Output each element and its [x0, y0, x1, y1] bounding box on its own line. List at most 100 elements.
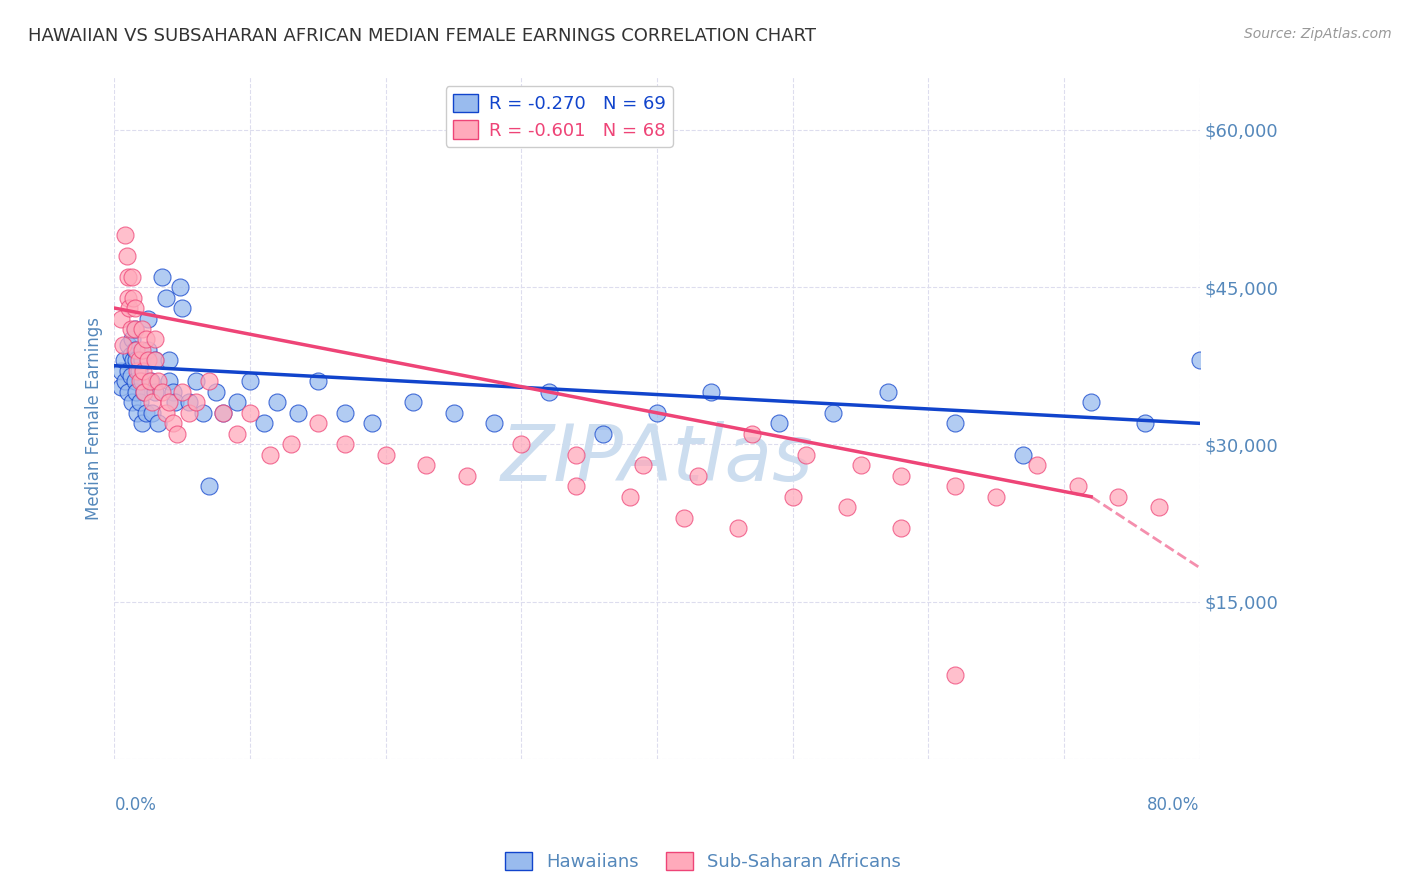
Point [876, 384, 898, 399]
Point [120, 369, 142, 384]
Point [835, 500, 858, 515]
Point [125, 384, 148, 399]
Point [122, 353, 145, 368]
Point [673, 510, 696, 524]
Legend: Hawaiians, Sub-Saharan Africans: Hawaiians, Sub-Saharan Africans [498, 845, 908, 879]
Point [131, 322, 153, 336]
Point [131, 353, 153, 368]
Point [117, 269, 139, 284]
Point [127, 406, 149, 420]
Point [162, 384, 184, 399]
Point [121, 333, 143, 347]
Point [150, 384, 173, 399]
Point [849, 458, 872, 473]
Point [131, 375, 153, 389]
Point [125, 353, 148, 368]
Point [986, 490, 1008, 504]
Point [120, 322, 142, 336]
Point [117, 337, 139, 351]
Point [111, 337, 134, 351]
Point [225, 426, 247, 441]
Point [307, 375, 329, 389]
Point [134, 384, 156, 399]
Point [136, 311, 159, 326]
Legend: R = -0.270   N = 69, R = -0.601   N = 68: R = -0.270 N = 69, R = -0.601 N = 68 [446, 87, 673, 147]
Point [592, 426, 614, 441]
Point [1135, 417, 1157, 431]
Point [129, 395, 152, 409]
Point [128, 364, 150, 378]
Point [150, 269, 173, 284]
Point [510, 437, 533, 451]
Point [165, 395, 187, 409]
Point [564, 448, 586, 462]
Point [157, 395, 180, 409]
Text: Source: ZipAtlas.com: Source: ZipAtlas.com [1244, 27, 1392, 41]
Point [402, 395, 425, 409]
Point [1107, 490, 1129, 504]
Point [131, 343, 153, 357]
Point [114, 375, 136, 389]
Point [131, 417, 153, 431]
Point [155, 291, 177, 305]
Point [172, 301, 194, 315]
Point [280, 437, 302, 451]
Point [782, 490, 804, 504]
Point [259, 448, 281, 462]
Point [212, 406, 235, 420]
Point [146, 375, 169, 389]
Point [120, 348, 142, 362]
Text: 0.0%: 0.0% [114, 797, 156, 814]
Point [141, 406, 163, 420]
Point [564, 479, 586, 493]
Point [118, 301, 141, 315]
Point [139, 375, 162, 389]
Point [823, 406, 845, 420]
Point [619, 490, 641, 504]
Point [155, 406, 177, 420]
Point [127, 364, 149, 378]
Point [177, 406, 200, 420]
Point [287, 406, 309, 420]
Point [110, 364, 132, 378]
Point [121, 395, 143, 409]
Point [117, 384, 139, 399]
Point [333, 437, 356, 451]
Point [134, 384, 156, 399]
Point [157, 353, 180, 368]
Point [1025, 458, 1047, 473]
Point [456, 468, 478, 483]
Point [122, 291, 145, 305]
Point [124, 375, 146, 389]
Point [124, 343, 146, 357]
Point [537, 384, 560, 399]
Point [125, 343, 148, 357]
Point [239, 375, 262, 389]
Point [443, 406, 465, 420]
Point [128, 353, 150, 368]
Text: 80.0%: 80.0% [1147, 797, 1199, 814]
Point [184, 375, 207, 389]
Point [700, 384, 723, 399]
Point [146, 417, 169, 431]
Point [945, 479, 967, 493]
Point [198, 479, 221, 493]
Text: ZIPAtlas: ZIPAtlas [501, 421, 813, 497]
Point [112, 353, 135, 368]
Point [177, 395, 200, 409]
Point [117, 291, 139, 305]
Point [124, 322, 146, 336]
Point [307, 417, 329, 431]
Point [768, 417, 790, 431]
Point [136, 343, 159, 357]
Point [124, 322, 146, 336]
Point [890, 468, 912, 483]
Point [794, 448, 817, 462]
Point [205, 384, 228, 399]
Point [143, 353, 166, 368]
Point [225, 395, 247, 409]
Point [143, 333, 166, 347]
Point [124, 301, 146, 315]
Point [136, 353, 159, 368]
Y-axis label: Median Female Earnings: Median Female Earnings [86, 317, 103, 520]
